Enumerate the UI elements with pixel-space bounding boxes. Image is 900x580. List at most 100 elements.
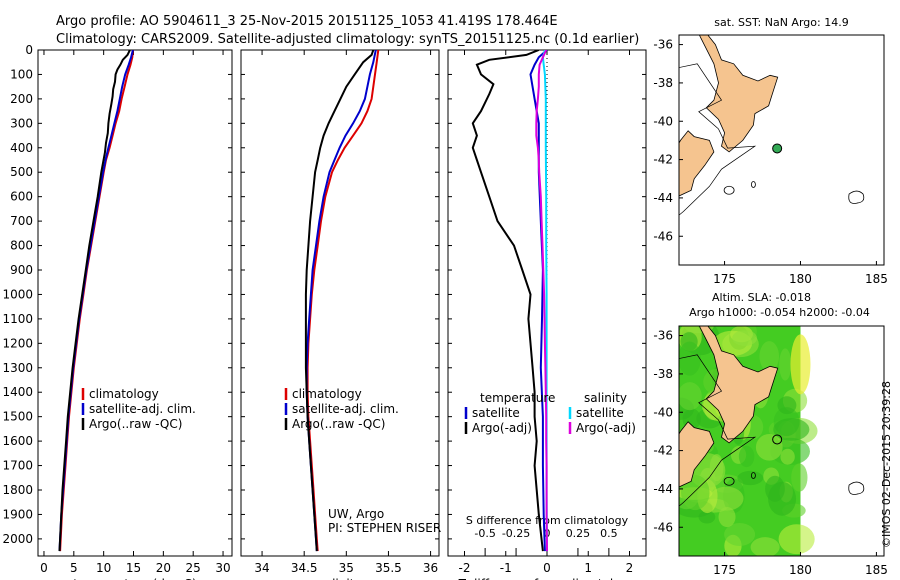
salinity-diff-tick-label: 0.25 xyxy=(566,527,591,540)
sst_map-ytick-label: -42 xyxy=(653,153,673,167)
copyright-timestamp: ©IMOS 02-Dec-2015 20:39:28 xyxy=(880,381,893,548)
sla_map-content xyxy=(679,326,865,556)
difference_profile-xtick-label: 2 xyxy=(626,561,634,575)
temperature_profile-frame xyxy=(37,49,233,557)
seamount-contour xyxy=(751,472,756,479)
sst_map-ytick-label: -36 xyxy=(653,38,673,52)
seamount-contour xyxy=(751,181,756,188)
sst_map-ytick-label: -38 xyxy=(653,76,673,90)
north-island xyxy=(698,35,779,153)
sla-blob xyxy=(778,524,815,555)
difference_profile-xtick-label: 0 xyxy=(543,561,551,575)
sla-blob xyxy=(773,418,810,441)
sla_map-xtick-label: 185 xyxy=(865,563,888,577)
depth-tick-label: 1800 xyxy=(2,483,33,497)
sla-blob xyxy=(768,481,797,516)
sla-blob xyxy=(750,537,780,556)
sla_map-ytick-label: -42 xyxy=(653,444,673,458)
sst_map-frame xyxy=(678,34,885,266)
depth-tick-label: 1300 xyxy=(2,361,33,375)
sla-blob xyxy=(755,433,783,461)
depth-tick-label: 200 xyxy=(10,92,33,106)
salinity_profile-xtick-label: 34.5 xyxy=(291,561,318,575)
depth-tick-label: 800 xyxy=(10,239,33,253)
legend-label: temperature xyxy=(480,391,555,405)
salinity_profile-panel: 34 34.5 35 35.5 36 salinity climatologysatelli… xyxy=(240,49,441,580)
depth-tick-label: 500 xyxy=(10,165,33,179)
difference_profile-series-1 xyxy=(471,50,544,552)
salinity_profile-frame xyxy=(240,49,440,557)
depth-tick-label: 1400 xyxy=(2,385,33,399)
panels: 0 5 10 15 20 25 300100200300400500600700800900… xyxy=(2,16,888,580)
legend-label: Argo(-adj) xyxy=(576,421,636,435)
salinity_profile-xtick-label: 36 xyxy=(423,561,438,575)
depth-tick-label: 400 xyxy=(10,141,33,155)
chatham-islands xyxy=(848,481,865,495)
legend-label: satellite-adj. clim. xyxy=(292,402,399,416)
header-line-2: Climatology: CARS2009. Satellite-adjuste… xyxy=(56,32,639,47)
legend-label: Argo(..raw -QC) xyxy=(292,417,385,431)
salinity_profile-xtick-label: 35.5 xyxy=(375,561,402,575)
sla-blob xyxy=(709,486,744,511)
legend-label: climatology xyxy=(89,387,159,401)
sla_map-title-line: Altim. SLA: -0.018 xyxy=(712,291,811,304)
legend-label: Argo(-adj) xyxy=(472,421,532,435)
chatham-islands xyxy=(848,190,865,204)
legend-label: satellite xyxy=(576,406,624,420)
difference_profile-legend: temperaturesatelliteArgo(-adj)salinitysa… xyxy=(464,391,636,435)
temperature_profile-xtick-label: 30 xyxy=(215,561,230,575)
sla_map-title-line: Argo h1000: -0.054 h2000: -0.04 xyxy=(689,306,870,319)
salinity_profile-xtick-label: 35 xyxy=(339,561,354,575)
bathymetry-contour xyxy=(679,354,757,507)
argo-position-marker xyxy=(772,143,783,154)
depth-tick-label: 600 xyxy=(10,190,33,204)
legend-label: salinity xyxy=(584,391,627,405)
depth-tick-label: 1900 xyxy=(2,507,33,521)
temperature_profile-xtick-label: 5 xyxy=(70,561,78,575)
sla-blob xyxy=(780,448,795,465)
temperature_profile-series-2 xyxy=(58,50,131,552)
sla_map-frame xyxy=(678,325,885,557)
depth-tick-label: 2000 xyxy=(2,532,33,546)
seamount-contour xyxy=(723,476,735,486)
seamount-contour xyxy=(723,185,735,195)
depth-tick-label: 100 xyxy=(10,67,33,81)
sla_map-ytick-label: -40 xyxy=(653,405,673,419)
temperature_profile-series-0 xyxy=(59,50,134,552)
sla-blob xyxy=(791,463,808,492)
sst_map-content xyxy=(679,35,865,216)
salinity_profile-xlabel: salinity xyxy=(318,577,361,580)
legend-label: climatology xyxy=(292,387,362,401)
sla-blob xyxy=(724,522,756,546)
bathymetry-contour xyxy=(679,63,757,216)
sst_map-xtick-label: 180 xyxy=(789,272,812,286)
depth-tick-label: 700 xyxy=(10,214,33,228)
depth-tick-label: 1200 xyxy=(2,336,33,350)
sst_map-panel: 175 180 185 -36 -38 -40 -42 -44 -46 sat. SST: NaN… xyxy=(653,16,888,286)
difference_profile-panel: -2 -1 0 1 2 T difference from climatology -0.5… xyxy=(447,49,647,580)
temperature_profile-xtick-label: 25 xyxy=(186,561,201,575)
pi-annotation: PI: STEPHEN RISER xyxy=(328,521,441,535)
temperature_profile-series-1 xyxy=(58,50,134,552)
depth-tick-label: 1100 xyxy=(2,312,33,326)
sst_map-xtick-label: 185 xyxy=(865,272,888,286)
depth-tick-label: 300 xyxy=(10,116,33,130)
sst_map-title: sat. SST: NaN Argo: 14.9 xyxy=(714,16,848,29)
sst_map-ytick-label: -44 xyxy=(653,191,673,205)
sla_map-ytick-label: -46 xyxy=(653,520,673,534)
salinity_profile-series-0 xyxy=(306,50,380,552)
sla_map-xtick-label: 175 xyxy=(713,563,736,577)
depth-tick-label: 1600 xyxy=(2,434,33,448)
header-line-1: Argo profile: AO 5904611_3 25-Nov-2015 2… xyxy=(56,14,558,29)
sst_map-ytick-label: -46 xyxy=(653,229,673,243)
sla-blob xyxy=(679,382,702,411)
depth-tick-label: 900 xyxy=(10,263,33,277)
difference_profile-xlabel: T difference from climatology xyxy=(458,577,636,580)
depth-tick-label: 1000 xyxy=(2,287,33,301)
depth-tick-label: 0 xyxy=(25,43,33,57)
temperature_profile-xtick-label: 10 xyxy=(96,561,111,575)
salinity-diff-tick-label: -0.25 xyxy=(502,527,530,540)
south-island xyxy=(679,421,715,488)
